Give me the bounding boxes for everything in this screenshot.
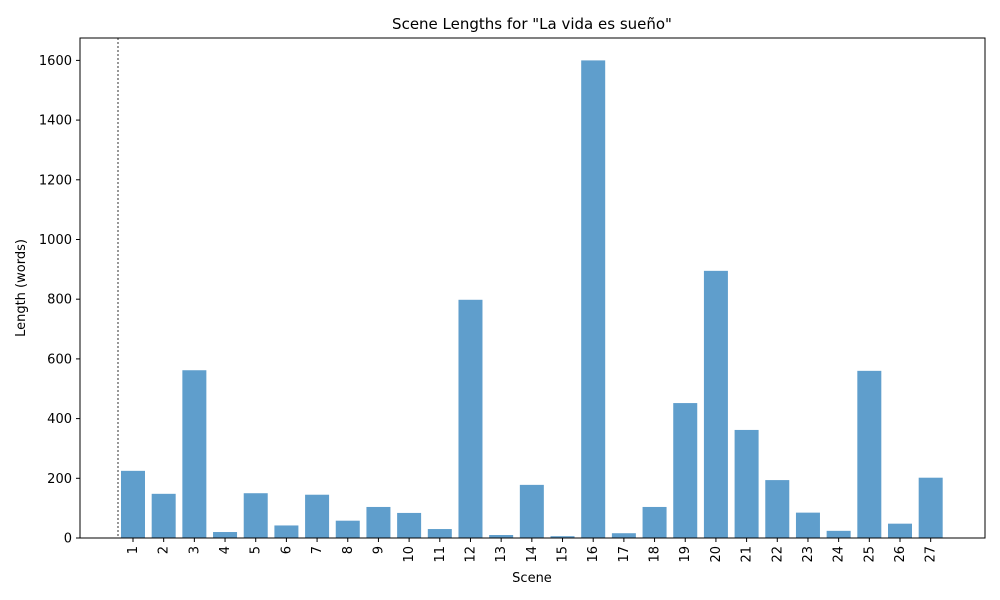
x-tick-label: 3 — [187, 546, 202, 554]
x-tick-label: 10 — [402, 546, 417, 563]
y-tick-label: 400 — [47, 412, 72, 427]
chart-title: Scene Lengths for "La vida es sueño" — [392, 15, 672, 33]
bar-scene-14 — [519, 484, 544, 538]
y-tick-label: 600 — [47, 352, 72, 367]
x-tick-label: 15 — [556, 546, 571, 563]
bar-scene-6 — [274, 525, 299, 538]
x-tick-label: 2 — [157, 546, 172, 554]
x-tick-label: 25 — [862, 546, 877, 563]
x-tick-label: 16 — [586, 546, 601, 563]
x-tick-label: 17 — [617, 546, 632, 563]
bar-scene-1 — [121, 470, 145, 538]
x-tick-label: 11 — [433, 546, 448, 563]
x-tick-label: 19 — [678, 546, 693, 563]
x-tick-label: 24 — [832, 546, 847, 563]
x-tick-label: 22 — [770, 546, 785, 563]
x-tick-label: 27 — [924, 546, 939, 563]
x-tick-label: 8 — [341, 546, 356, 554]
y-tick-label: 1400 — [39, 114, 72, 129]
x-tick-label: 20 — [709, 546, 724, 563]
y-tick-label: 200 — [47, 472, 72, 487]
plot-frame — [79, 37, 986, 539]
bar-scene-7 — [305, 494, 330, 538]
bar-scene-17 — [611, 533, 636, 538]
bar-scene-19 — [673, 403, 698, 538]
x-tick-label: 26 — [893, 546, 908, 563]
bar-scene-3 — [182, 370, 207, 538]
bar-scene-18 — [642, 506, 667, 538]
x-axis: 1 2 3 4 5 6 7 8 9 10 11 12 13 14 15 16 17 18 19 20 21 22 23 24 2… — [126, 538, 939, 563]
y-tick-label: 1000 — [39, 233, 72, 248]
bar-scene-15 — [550, 536, 575, 538]
bar-scene-22 — [765, 480, 790, 538]
x-tick-label: 6 — [279, 546, 294, 554]
bar-scene-9 — [366, 506, 391, 538]
y-tick-label: 1600 — [39, 54, 72, 69]
y-tick-label: 800 — [47, 293, 72, 308]
x-tick-label: 21 — [740, 546, 755, 563]
bar-scene-23 — [795, 512, 820, 538]
x-tick-label: 12 — [463, 546, 478, 563]
bar-scene-25 — [857, 370, 882, 538]
bars-group — [121, 60, 943, 538]
bar-scene-5 — [243, 493, 268, 538]
x-tick-label: 1 — [126, 546, 141, 554]
bar-scene-10 — [397, 512, 422, 538]
x-tick-label: 7 — [310, 546, 325, 554]
bar-scene-8 — [335, 520, 360, 538]
x-tick-label: 13 — [494, 546, 509, 563]
y-axis-label: Length (words) — [14, 239, 29, 337]
bar-scene-26 — [888, 523, 912, 538]
bar-scene-21 — [734, 429, 759, 538]
x-tick-label: 5 — [249, 546, 264, 554]
bar-scene-4 — [213, 532, 238, 538]
bar-scene-2 — [151, 493, 176, 538]
y-axis: 0 200 400 600 800 1000 1200 1400 1600 — [39, 54, 80, 547]
x-tick-label: 23 — [801, 546, 816, 563]
bar-scene-12 — [458, 299, 483, 538]
x-tick-label: 18 — [648, 546, 663, 563]
bar-scene-27 — [918, 477, 943, 538]
x-axis-label: Scene — [512, 571, 552, 586]
x-tick-label: 14 — [525, 546, 540, 563]
x-tick-label: 4 — [218, 546, 233, 554]
bar-scene-16 — [581, 60, 606, 538]
bar-scene-13 — [489, 535, 514, 538]
y-tick-label: 0 — [64, 532, 72, 547]
bar-scene-20 — [703, 270, 728, 538]
bar-scene-11 — [427, 529, 452, 538]
bar-scene-24 — [826, 530, 851, 538]
y-tick-label: 1200 — [39, 173, 72, 188]
x-tick-label: 9 — [371, 546, 386, 554]
